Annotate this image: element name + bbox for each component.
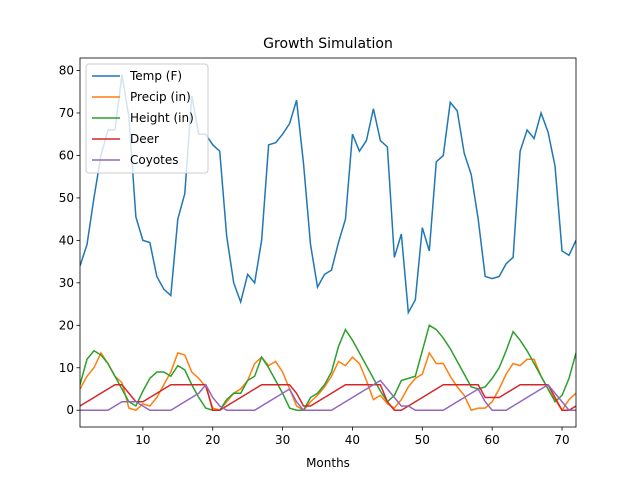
y-tick-label: 60 [59,148,74,162]
y-tick-label: 50 [59,191,74,205]
x-tick-label: 50 [415,433,430,447]
legend-box [85,63,209,174]
y-tick-label: 40 [59,233,74,247]
y-tick-label: 0 [66,403,74,417]
x-tick-label: 60 [485,433,500,447]
series-line [80,351,576,412]
legend-label: Temp (F) [129,69,182,83]
x-tick-label: 10 [135,433,150,447]
axes-frame [79,57,577,428]
y-tick-label: 10 [59,361,74,375]
chart-title: Growth Simulation [263,36,393,52]
y-tick-label: 80 [59,64,74,78]
legend-label: Deer [130,132,159,146]
legend-label: Height (in) [130,111,194,125]
x-tick-label: 70 [554,433,569,447]
series-line [80,74,576,316]
x-axis-label: Months [306,456,350,470]
series-line [80,324,576,411]
y-tick-label: 20 [59,318,74,332]
x-tick-label: 30 [275,433,290,447]
legend-label: Coyotes [130,153,179,167]
x-tick-label: 40 [345,433,360,447]
x-tick-label: 20 [205,433,220,447]
y-tick-label: 70 [59,106,74,120]
y-tick-label: 30 [59,276,74,290]
legend-label: Precip (in) [130,90,191,104]
series-line [80,379,576,411]
series-line [80,384,576,411]
